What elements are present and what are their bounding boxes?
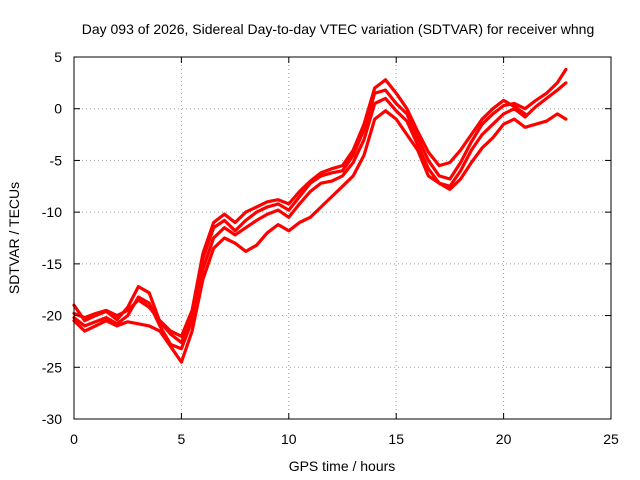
x-axis-label: GPS time / hours [289, 458, 396, 474]
y-tick-label: -25 [42, 359, 62, 375]
y-tick-label: -10 [42, 204, 62, 220]
y-tick-label: -15 [42, 256, 62, 272]
chart-title: Day 093 of 2026, Sidereal Day-to-day VTE… [82, 21, 595, 37]
plot-frame [73, 56, 612, 420]
x-tick-label: 15 [388, 431, 404, 447]
x-tick-label: 5 [178, 431, 186, 447]
series-group [72, 67, 568, 364]
y-tick-label: -30 [42, 411, 62, 427]
x-axis: 0 5 10 15 20 25 [70, 57, 619, 447]
y-axis-label: SDTVAR / TECUs [6, 182, 22, 294]
x-tick-label: 0 [70, 431, 78, 447]
grid [74, 57, 611, 419]
x-tick-label: 10 [281, 431, 297, 447]
y-tick-label: 5 [54, 49, 62, 65]
y-tick-label: -20 [42, 308, 62, 324]
x-tick-label: 20 [496, 431, 512, 447]
y-tick-label: -5 [50, 152, 63, 168]
series-line-2 [72, 81, 568, 351]
y-axis: 5 0 -5 -10 -15 -20 -25 -30 [42, 49, 611, 427]
y-tick-label: 0 [54, 101, 62, 117]
x-tick-label: 25 [603, 431, 619, 447]
series-line-1 [72, 67, 568, 345]
series-line-4 [72, 78, 527, 338]
series-line-3 [72, 109, 568, 364]
